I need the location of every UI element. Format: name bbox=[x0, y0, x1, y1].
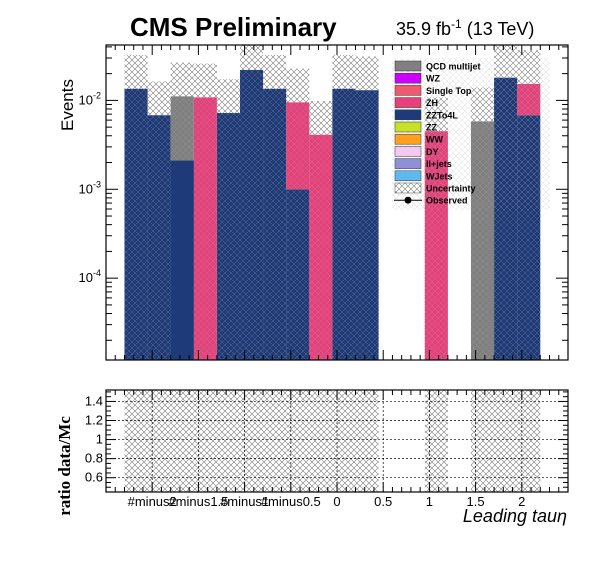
legend-entry-label: ZZTo4L bbox=[426, 110, 458, 120]
uncertainty-band-ratio bbox=[124, 390, 541, 492]
main-x-axis-ticks bbox=[105, 45, 569, 360]
y-tick-label: 10-4 bbox=[79, 268, 101, 285]
legend-entry-label: ZZ bbox=[426, 123, 437, 133]
stacked-histogram bbox=[124, 69, 541, 360]
luminosity-label: 35.9 fb-1 (13 TeV) bbox=[396, 17, 534, 39]
ratio-x-tick-label: #minus1 bbox=[220, 494, 269, 509]
ratio-x-axis: #minus2#minus1.5#minus1#minus0.5 0 0.5 1 1.5… bbox=[105, 390, 569, 509]
legend-entry-label: Uncertainty bbox=[426, 184, 476, 194]
legend-swatch-single-top bbox=[394, 85, 422, 96]
ratio-x-tick-label: #minus1.5 bbox=[168, 494, 228, 509]
ratio-uncertainty-bin bbox=[286, 390, 310, 492]
y-tick-label: 10-2 bbox=[79, 90, 101, 107]
bar-hatch-overlay bbox=[147, 115, 171, 360]
ratio-y-tick-label: 0.6 bbox=[85, 470, 103, 485]
legend-entry-label: Observed bbox=[426, 196, 468, 206]
ratio-uncertainty-bin bbox=[517, 390, 541, 492]
bar-hatch-overlay bbox=[124, 88, 148, 360]
legend-swatch-ww bbox=[394, 133, 422, 145]
legend-swatch-zz bbox=[394, 121, 422, 133]
energy-label: (13 TeV) bbox=[462, 19, 535, 39]
bar-hatch-overlay bbox=[309, 134, 333, 360]
bar-hatch-overlay bbox=[216, 113, 240, 360]
ratio-uncertainty-bin bbox=[193, 390, 217, 492]
ratio-panel: 1.4 1.2 1 0.8 0.6 #minus2#minus1.5#minus1#mi… bbox=[55, 389, 569, 526]
plot-title: CMS Preliminary bbox=[130, 12, 337, 42]
legend-entry-label: Single Top bbox=[426, 86, 472, 96]
ratio-x-tick-label: #minus0.5 bbox=[261, 494, 321, 509]
ratio-x-tick-label: 0.5 bbox=[374, 494, 392, 509]
ratio-y-tick-label: 1.4 bbox=[85, 393, 103, 408]
bar-hatch-overlay bbox=[332, 88, 356, 360]
ratio-uncertainty-bin bbox=[170, 390, 194, 492]
legend-marker-observed bbox=[404, 196, 412, 204]
legend-swatch-wjets bbox=[394, 170, 422, 182]
ratio-y-tick-label: 0.8 bbox=[85, 451, 103, 466]
bar-hatch-overlay bbox=[263, 88, 287, 360]
bar-hatch-overlay bbox=[170, 96, 194, 161]
legend-swatch-ll-jets bbox=[394, 158, 422, 169]
legend-entry-label: WW bbox=[426, 135, 443, 145]
ratio-uncertainty-bin bbox=[147, 390, 171, 492]
bar-hatch-overlay bbox=[286, 189, 310, 360]
luminosity-value: 35.9 fb bbox=[396, 19, 451, 39]
legend-entry-label: WZ bbox=[426, 74, 440, 84]
bar-hatch-overlay bbox=[239, 69, 264, 360]
bar-hatch-overlay bbox=[193, 97, 217, 360]
ratio-y-axis-label: ratio data/Mc bbox=[55, 416, 74, 516]
legend-swatch-uncertainty bbox=[394, 182, 422, 194]
legend-swatch-wz bbox=[394, 72, 422, 84]
ratio-x-tick-label: 1 bbox=[426, 494, 433, 509]
legend-swatch-zh bbox=[394, 97, 422, 108]
ratio-y-tick-label: 1.2 bbox=[85, 413, 103, 428]
ratio-uncertainty-bin bbox=[239, 390, 264, 492]
ratio-y-axis: 1.4 1.2 1 0.8 0.6 bbox=[85, 391, 568, 488]
ratio-y-tick-label: 1 bbox=[96, 432, 103, 447]
legend-swatch-qcd-multijet bbox=[394, 60, 422, 72]
ratio-uncertainty-bin bbox=[470, 390, 495, 492]
luminosity-exponent: -1 bbox=[451, 17, 462, 31]
legend: QCD multijet WZ Single Top ZH ZZTo4L ZZ WW DY ll… bbox=[392, 58, 550, 210]
ratio-uncertainty-bin bbox=[424, 390, 448, 492]
ratio-uncertainty-bin bbox=[124, 390, 148, 492]
x-axis-label: Leading tauη bbox=[463, 506, 567, 526]
main-plot-panel: 10-2 10-3 10-4 Events QCD multijet WZ Single… bbox=[58, 44, 569, 361]
ratio-x-tick-label: #minus2 bbox=[128, 494, 177, 509]
bar-hatch-overlay bbox=[355, 90, 379, 360]
bar-zzto4l-sub bbox=[170, 160, 194, 360]
legend-entry-label: WJets bbox=[426, 171, 453, 181]
legend-entry-label: QCD multijet bbox=[426, 62, 481, 72]
ratio-uncertainty-bin bbox=[309, 390, 333, 492]
y-tick-label: 10-3 bbox=[79, 179, 101, 196]
main-y-axis: 10-2 10-3 10-4 bbox=[79, 46, 568, 341]
y-axis-label: Events bbox=[58, 79, 77, 131]
legend-swatch-dy bbox=[394, 146, 422, 157]
legend-entry-label: ll+jets bbox=[426, 159, 452, 169]
ratio-x-tick-label: 2 bbox=[518, 494, 525, 509]
ratio-uncertainty-bin bbox=[216, 390, 240, 492]
ratio-x-tick-label: 1.5 bbox=[467, 494, 485, 509]
ratio-x-tick-label: 0 bbox=[333, 494, 340, 509]
ratio-uncertainty-bin bbox=[263, 390, 287, 492]
ratio-grid bbox=[106, 390, 568, 492]
ratio-uncertainty-bin bbox=[355, 390, 379, 492]
legend-entry-label: ZH bbox=[426, 98, 438, 108]
ratio-uncertainty-bin bbox=[332, 390, 356, 492]
legend-entry-label: DY bbox=[426, 147, 439, 157]
legend-swatch-zzto4l bbox=[394, 109, 422, 121]
bar-hatch-overlay bbox=[286, 102, 310, 190]
ratio-uncertainty-bin bbox=[494, 390, 518, 492]
